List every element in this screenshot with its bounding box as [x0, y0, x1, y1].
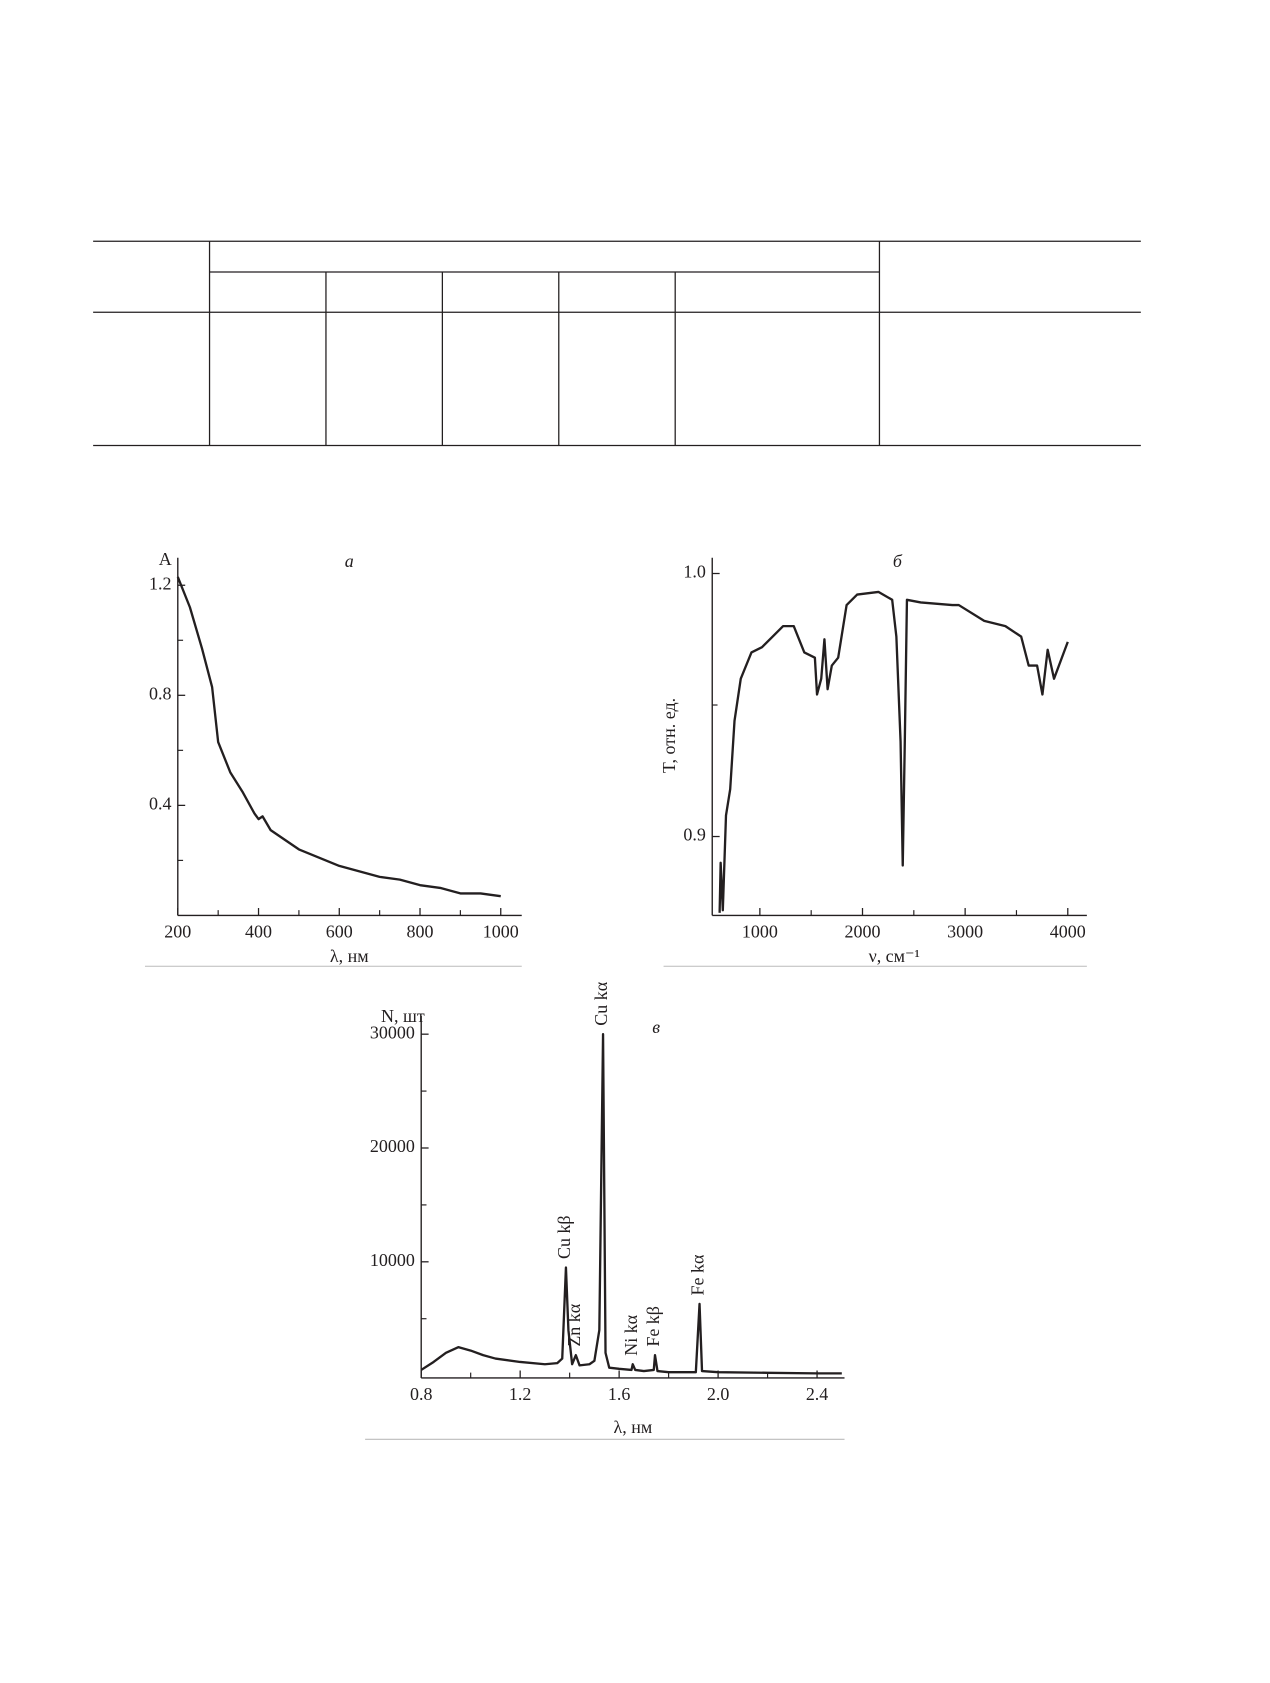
data-line: [718, 590, 1069, 913]
x-tick-label: 800: [407, 922, 434, 942]
x-axis-label: ν, см⁻¹: [869, 946, 920, 966]
x-tick-label: 2.0: [707, 1384, 729, 1404]
x-axis-label: λ, нм: [330, 946, 369, 966]
x-tick-label: 400: [245, 922, 272, 942]
y-axis-label: A: [159, 549, 172, 569]
x-tick-label: 1000: [483, 922, 519, 942]
x-tick-label: 1.6: [608, 1384, 630, 1404]
peak-label: Cu kα: [591, 981, 611, 1025]
x-tick-label: 200: [164, 922, 191, 942]
x-tick-label: 600: [326, 922, 353, 942]
peak-label: Fe kα: [688, 1254, 708, 1295]
data-line: [420, 1033, 842, 1375]
panel-label: в: [652, 1017, 660, 1037]
x-tick-label: 0.8: [410, 1384, 432, 1404]
y-tick-label: 0.4: [149, 793, 171, 813]
x-tick-label: 1000: [742, 922, 778, 942]
y-tick-label: 1.2: [149, 573, 171, 593]
data-line: [176, 576, 501, 898]
table: [93, 240, 1141, 447]
y-tick-label: 0.9: [683, 825, 705, 845]
content: 200 400 600 800 1000 0.4 0.8 1.2 а λ, нм A 1000 2000…: [93, 240, 1141, 1440]
panel-label: а: [345, 551, 354, 571]
x-tick-label: 4000: [1050, 922, 1086, 942]
y-tick-label: 30000: [370, 1022, 415, 1042]
y-tick-label: 10000: [370, 1250, 415, 1270]
x-tick-label: 3000: [947, 922, 983, 942]
peak-label: Cu kβ: [554, 1215, 574, 1259]
x-axis-label: λ, нм: [614, 1417, 653, 1437]
peak-label: Ni kα: [621, 1314, 641, 1355]
y-tick-label: 1.0: [683, 562, 705, 582]
x-tick-label: 2.4: [806, 1384, 828, 1404]
panel-label: б: [893, 551, 903, 571]
x-tick-label: 2000: [845, 922, 881, 942]
y-axis-label: N, шт: [381, 1006, 425, 1026]
x-tick-label: 1.2: [509, 1384, 531, 1404]
y-tick-label: 20000: [370, 1136, 415, 1156]
peak-label: Fe kβ: [643, 1306, 663, 1347]
peak-label: Zn kα: [564, 1303, 584, 1346]
y-tick-label: 0.8: [149, 683, 171, 703]
y-axis-label: T, отн. ед.: [659, 698, 679, 773]
